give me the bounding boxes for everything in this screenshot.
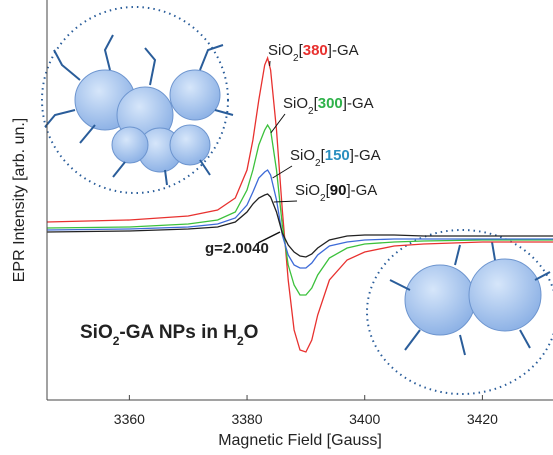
label-part: ]-GA: [350, 147, 381, 164]
label-pointer: [273, 166, 292, 178]
label: SiO2[90]-GA: [295, 182, 377, 204]
label-part: ]-GA: [346, 182, 377, 199]
label-part: 380: [303, 42, 328, 59]
x-tick-label: 3360: [114, 411, 145, 427]
label-part: SiO: [290, 147, 315, 164]
x-tick-label: 3380: [231, 411, 262, 427]
annotation: g=2.0040: [205, 240, 269, 257]
label: SiO2-GA NPs in H2O: [80, 322, 258, 348]
nanoparticle-illustration: [42, 7, 233, 193]
x-axis-label: Magnetic Field [Gauss]: [218, 432, 382, 449]
label-part: 300: [318, 95, 343, 112]
label: SiO2[150]-GA: [290, 147, 381, 169]
x-tick-label: 3400: [349, 411, 380, 427]
y-axis-label: EPR Intensity [arb. un.]: [11, 118, 28, 283]
x-tick-label: 3420: [467, 411, 498, 427]
label: SiO2[380]-GA: [268, 42, 359, 64]
label-part: SiO: [295, 182, 320, 199]
label-part: -GA NPs in H: [119, 322, 237, 343]
label-part: O: [244, 322, 259, 343]
label: SiO2[300]-GA: [283, 95, 374, 117]
label-pointer: [271, 114, 285, 133]
label-part: 90: [330, 182, 347, 199]
chart: Magnetic Field [Gauss] EPR Intensity [ar…: [0, 0, 553, 455]
label-part: ]-GA: [343, 95, 374, 112]
label-part: 150: [325, 147, 350, 164]
label-part: SiO: [80, 322, 113, 343]
label-part: ]-GA: [328, 42, 359, 59]
label-part: SiO: [283, 95, 308, 112]
nanoparticle-illustration: [367, 230, 553, 394]
label-part: SiO: [268, 42, 293, 59]
